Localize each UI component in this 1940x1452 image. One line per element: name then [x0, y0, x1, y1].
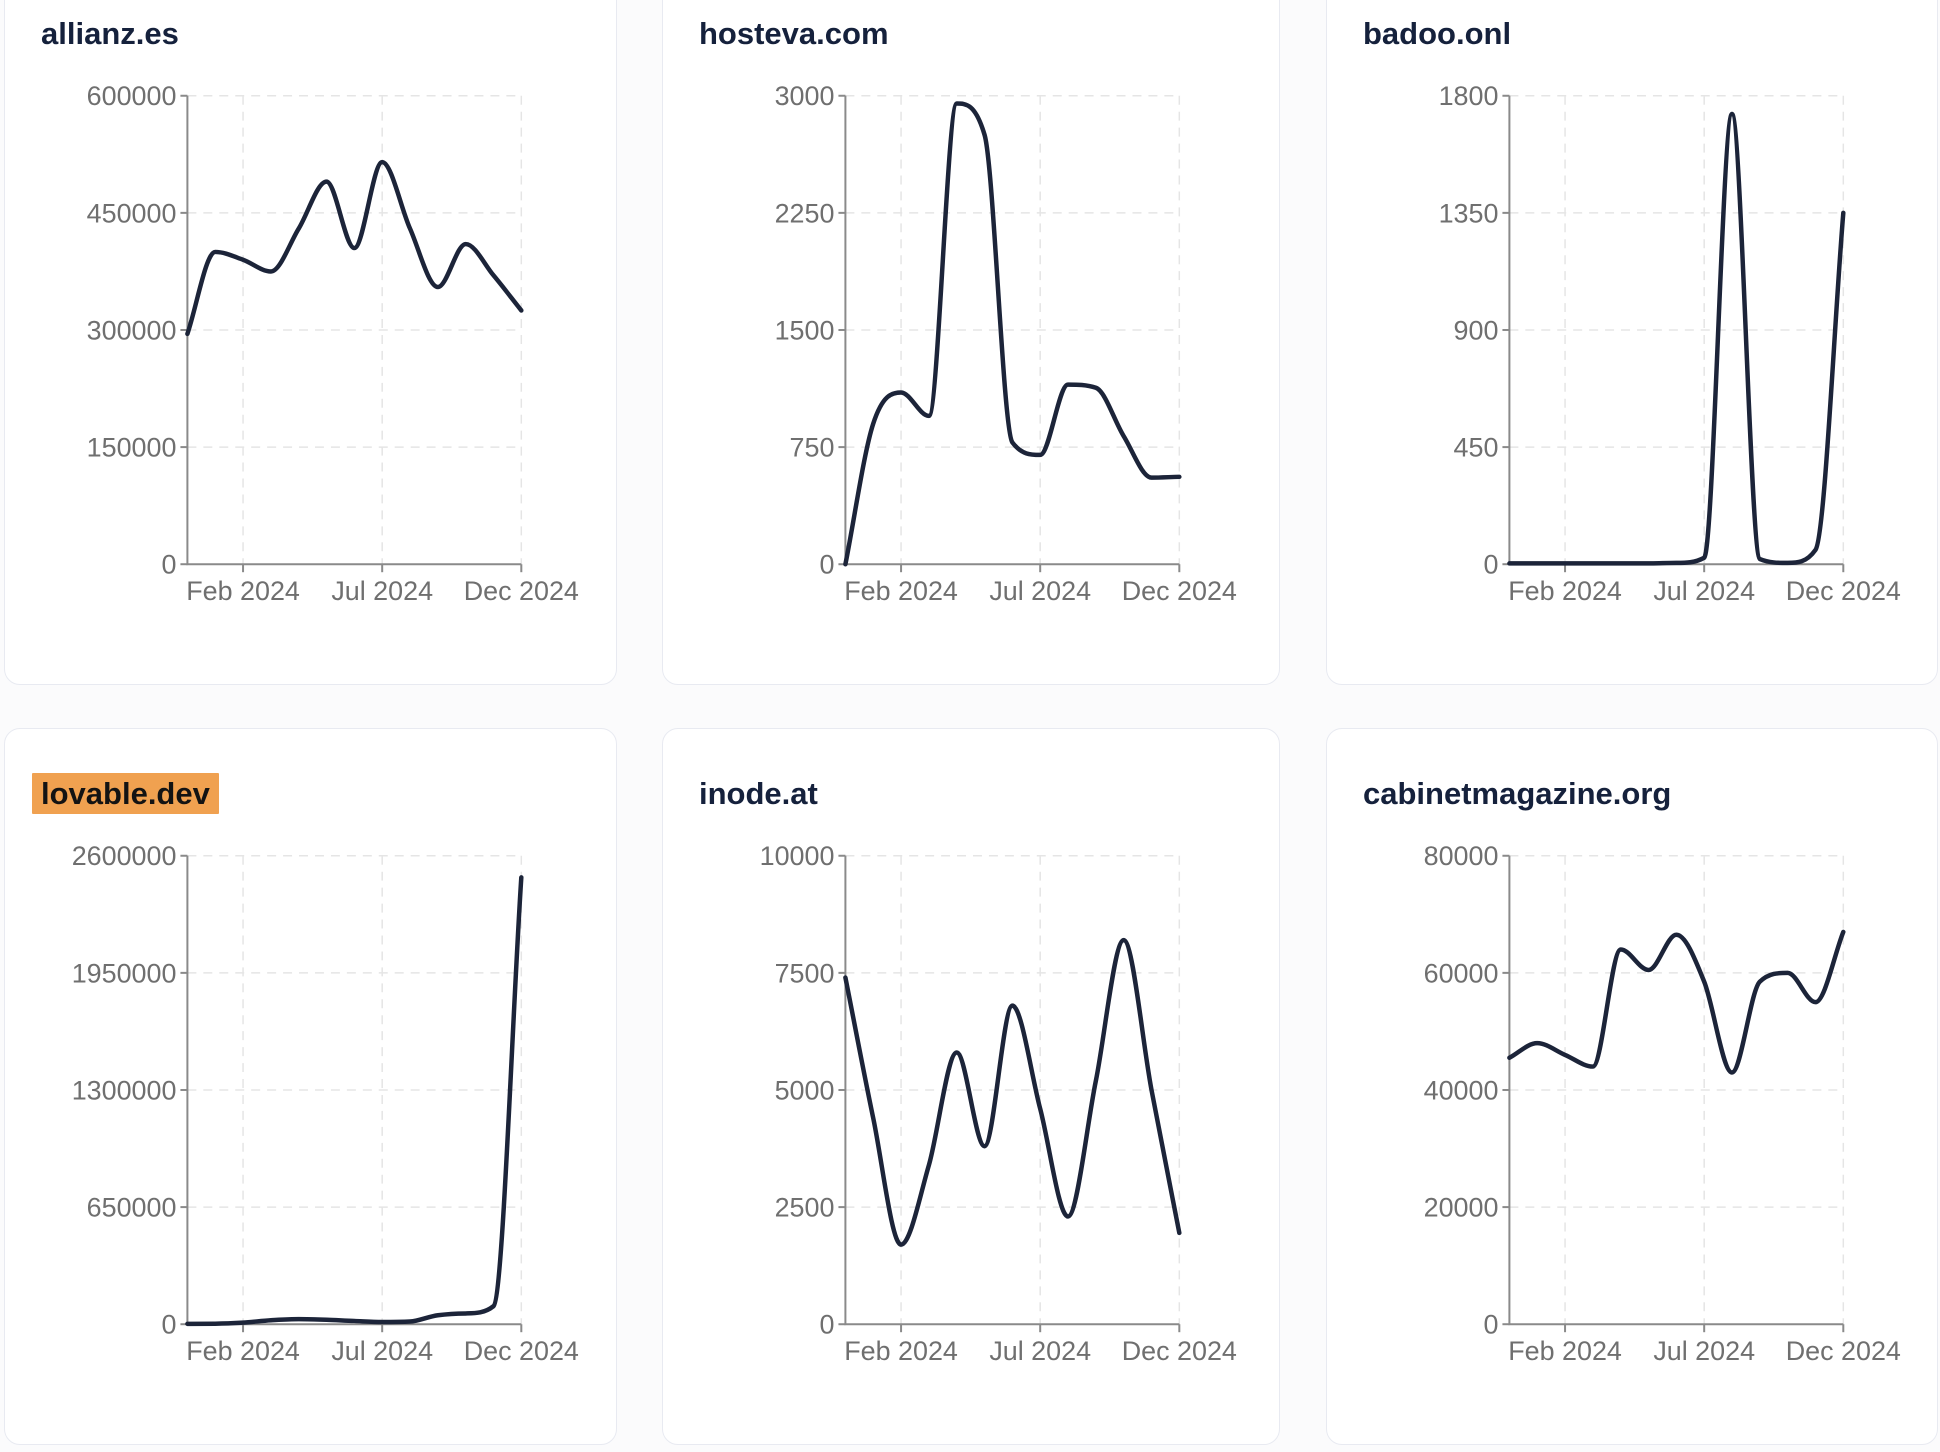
domain-title: hosteva.com [699, 16, 889, 51]
card-title: badoo.onl [1363, 15, 1511, 53]
chart-card-lovable: lovable.dev 0 650000 1300000 1950000 2600000… [4, 728, 617, 1445]
x-tick-label: Feb 2024 [844, 576, 958, 606]
card-title: cabinetmagazine.org [1363, 775, 1671, 813]
x-tick-label: Feb 2024 [1508, 576, 1622, 606]
y-tick-label: 40000 [1424, 1075, 1499, 1105]
y-tick-label: 1500 [775, 315, 835, 345]
y-tick-label: 0 [819, 1310, 834, 1340]
y-tick-label: 1300000 [72, 1075, 177, 1105]
trend-line [1507, 111, 1846, 566]
domain-title-highlighted: lovable.dev [32, 773, 219, 814]
card-title: allianz.es [41, 15, 179, 53]
y-tick-label: 0 [819, 550, 834, 580]
traffic-line-chart: 0 150000 300000 450000 600000 Feb 2024 Jul 202… [87, 81, 579, 606]
card-title: hosteva.com [699, 15, 889, 53]
y-tick-label: 0 [161, 1310, 176, 1340]
y-tick-label: 3000 [775, 81, 835, 111]
x-tick-label: Jul 2024 [989, 1336, 1091, 1366]
y-tick-label: 450000 [87, 198, 177, 228]
chart-card-hosteva: hosteva.com 0 750 1500 2250 3000 Feb 2024 Jul … [662, 0, 1280, 685]
y-tick-label: 60000 [1424, 958, 1499, 988]
y-tick-label: 600000 [87, 81, 177, 111]
x-tick-label: Feb 2024 [186, 1336, 300, 1366]
traffic-line-chart: 0 2500 5000 7500 10000 Feb 2024 Jul 2024 Dec 20… [760, 841, 1237, 1366]
trend-line [1507, 929, 1846, 1075]
y-tick-label: 1350 [1439, 198, 1499, 228]
axis [844, 855, 1180, 1326]
domain-title: badoo.onl [1363, 16, 1512, 51]
y-tick-label: 2250 [775, 198, 835, 228]
traffic-line-chart: 0 20000 40000 60000 80000 Feb 2024 Jul 2024 Dec… [1424, 841, 1901, 1366]
y-tick-label: 5000 [775, 1075, 835, 1105]
x-tick-label: Dec 2024 [1786, 1336, 1901, 1366]
domain-title: allianz.es [41, 16, 179, 51]
x-tick-label: Feb 2024 [186, 576, 300, 606]
trend-line [843, 101, 1182, 567]
chart-card-badoo: badoo.onl 0 450 900 1350 1800 Feb 2024 Jul 202… [1326, 0, 1938, 685]
x-tick-label: Dec 2024 [1122, 576, 1237, 606]
x-tick-label: Jul 2024 [1653, 576, 1755, 606]
y-tick-label: 900 [1454, 315, 1499, 345]
traffic-line-chart: 0 750 1500 2250 3000 Feb 2024 Jul 2024 Dec 2024 [775, 81, 1237, 606]
trend-line [843, 937, 1182, 1247]
x-tick-label: Dec 2024 [1786, 576, 1901, 606]
domain-title: cabinetmagazine.org [1363, 776, 1672, 811]
y-tick-label: 650000 [87, 1193, 177, 1223]
y-tick-label: 20000 [1424, 1193, 1499, 1223]
chart-card-allianz: allianz.es 0 150000 300000 450000 600000 Feb … [4, 0, 617, 685]
y-tick-label: 750 [790, 433, 835, 463]
x-tick-label: Jul 2024 [331, 1336, 433, 1366]
chart-card-cabinetmagazine: cabinetmagazine.org 0 20000 40000 60000 8000… [1326, 728, 1938, 1445]
y-tick-label: 1950000 [72, 958, 177, 988]
y-tick-label: 80000 [1424, 841, 1499, 871]
traffic-line-chart: 0 450 900 1350 1800 Feb 2024 Jul 2024 Dec 2024 [1439, 81, 1901, 606]
traffic-line-chart: 0 650000 1300000 1950000 2600000 Feb 2024 Jul … [72, 841, 579, 1366]
y-tick-label: 150000 [87, 433, 177, 463]
x-tick-label: Feb 2024 [844, 1336, 958, 1366]
y-tick-label: 7500 [775, 958, 835, 988]
x-tick-label: Jul 2024 [989, 576, 1091, 606]
trend-line [185, 875, 524, 1327]
card-title: lovable.dev [32, 773, 219, 814]
trend-line [185, 159, 524, 337]
domain-title: inode.at [699, 776, 818, 811]
y-tick-label: 1800 [1439, 81, 1499, 111]
x-tick-label: Dec 2024 [1122, 1336, 1237, 1366]
y-tick-label: 0 [161, 550, 176, 580]
x-tick-label: Feb 2024 [1508, 1336, 1622, 1366]
y-tick-label: 0 [1483, 550, 1498, 580]
card-title: inode.at [699, 775, 818, 813]
x-tick-label: Dec 2024 [464, 576, 579, 606]
x-tick-label: Jul 2024 [1653, 1336, 1755, 1366]
y-tick-label: 300000 [87, 315, 177, 345]
x-tick-label: Jul 2024 [331, 576, 433, 606]
y-tick-label: 10000 [760, 841, 835, 871]
axis [1508, 855, 1844, 1326]
chart-card-inode: inode.at 0 2500 5000 7500 10000 Feb 2024 Jul 2… [662, 728, 1280, 1445]
y-tick-label: 2600000 [72, 841, 177, 871]
y-tick-label: 450 [1454, 433, 1499, 463]
y-tick-label: 0 [1483, 1310, 1498, 1340]
x-tick-label: Dec 2024 [464, 1336, 579, 1366]
y-tick-label: 2500 [775, 1193, 835, 1223]
